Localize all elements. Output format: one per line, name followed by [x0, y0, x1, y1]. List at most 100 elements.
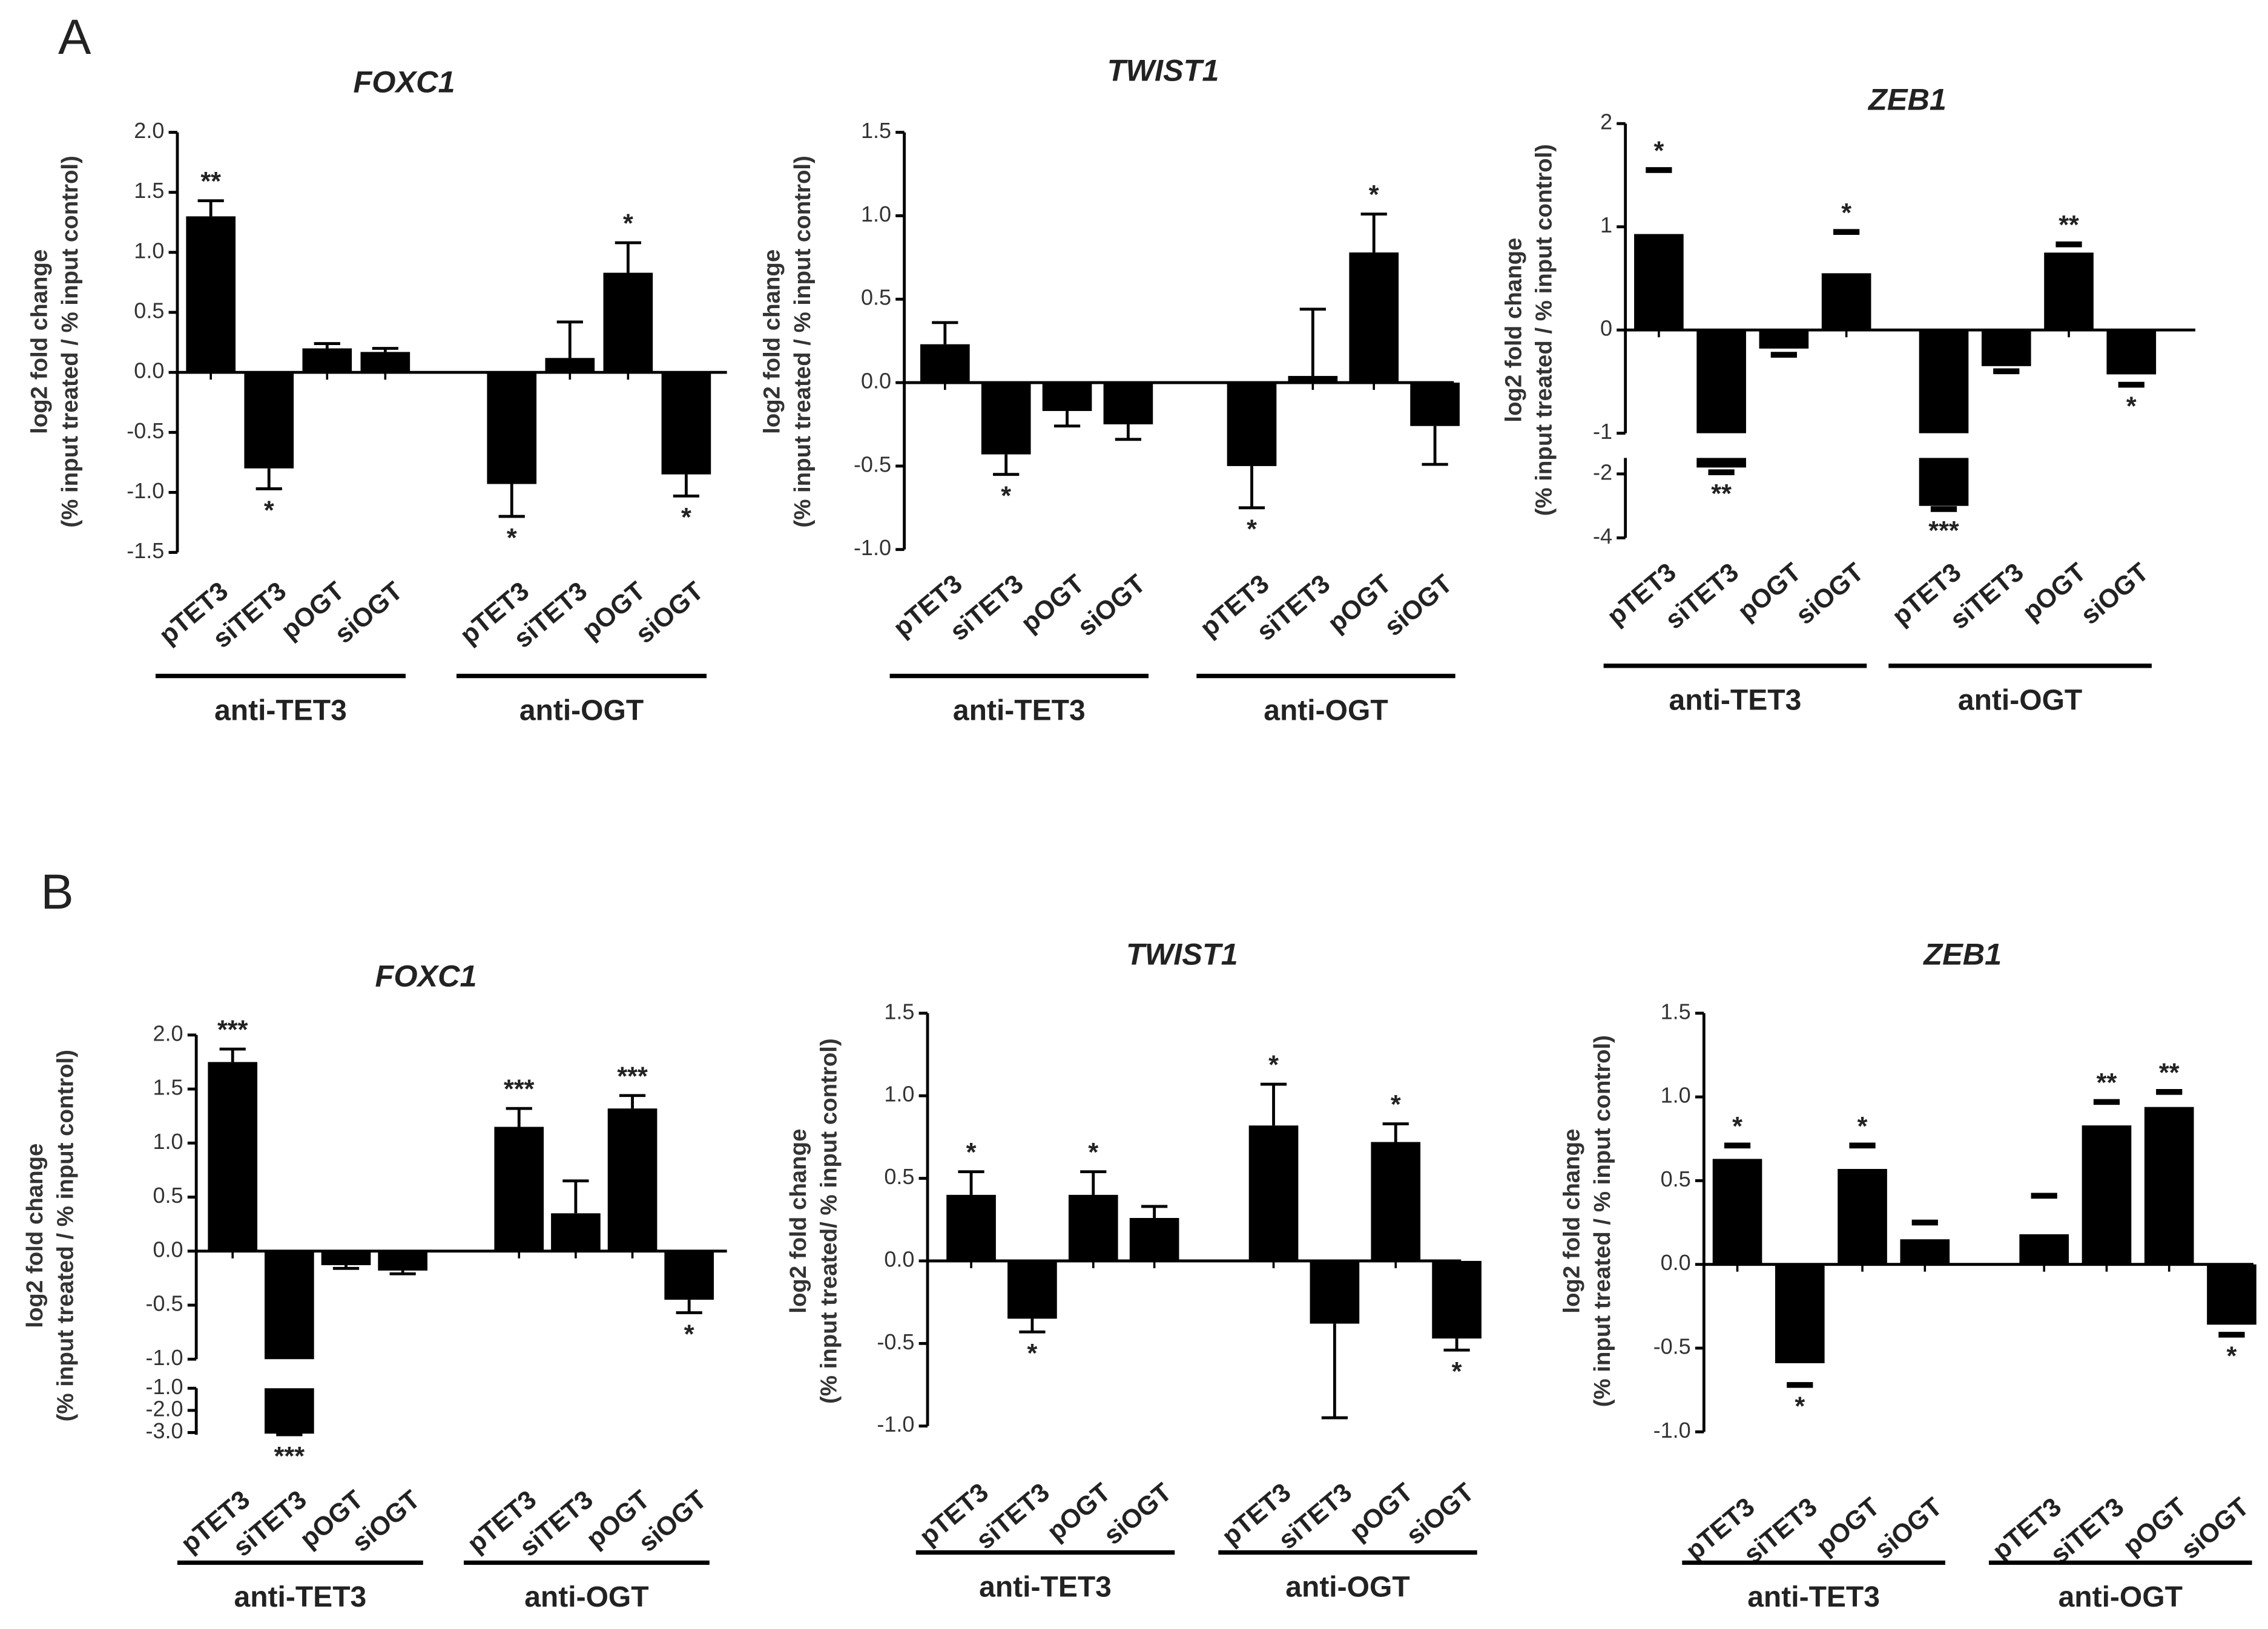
y-tick-label: 1.5: [153, 1075, 183, 1100]
error-bar: [1360, 212, 1387, 253]
bar: [1838, 1169, 1887, 1265]
bar: [2144, 1107, 2194, 1265]
y-tick-label: 1.0: [884, 1082, 914, 1107]
chart-title: ZEB1: [1867, 82, 1947, 116]
error-bar: [372, 347, 398, 352]
error-bar: [197, 199, 224, 217]
error-bar: [556, 320, 583, 358]
bar: [1981, 330, 2031, 366]
significance-label: *: [507, 524, 517, 553]
y-tick-label: -4: [1593, 524, 1612, 548]
y-axis-label: (% input treated / % input control): [57, 156, 83, 527]
bar: [1900, 1239, 1950, 1265]
bar: [208, 1062, 258, 1251]
group-label: anti-OGT: [519, 694, 644, 726]
error-bar: [1382, 1122, 1409, 1142]
bar: [487, 372, 537, 484]
significance-label: **: [2159, 1058, 2180, 1087]
error-bar: [615, 241, 641, 273]
significance-label: **: [200, 167, 221, 196]
bar: [1634, 234, 1684, 331]
bar: [661, 372, 711, 475]
y-axis-label: log2 fold change: [785, 1129, 811, 1314]
y-tick-label: -0.5: [854, 452, 891, 476]
x-tick-label: siOGT: [1379, 569, 1458, 642]
error-bar: [1141, 1205, 1168, 1219]
y-tick-label: 0.0: [861, 369, 891, 393]
error-bar: [332, 1265, 360, 1270]
bar: [2044, 252, 2094, 331]
x-tick-label: pOGT: [2118, 1492, 2192, 1561]
y-tick-label: -1.5: [127, 538, 164, 563]
x-tick-label: siOGT: [1869, 1492, 1948, 1565]
bar: [494, 1127, 544, 1251]
chart: FOXC1 log2 fold change (% input treated / …: [26, 65, 727, 726]
y-tick-label: -3.0: [146, 1418, 183, 1443]
bar: [186, 216, 236, 373]
significance-label: *: [1795, 1392, 1805, 1421]
y-axis-label: (% input treated / % input control): [790, 156, 816, 527]
significance-label: *: [1732, 1112, 1742, 1141]
y-tick-label: 1.5: [884, 999, 914, 1024]
y-tick-label: 0.5: [861, 285, 891, 310]
error-bar: [1053, 410, 1081, 428]
bar: [321, 1251, 371, 1265]
significance-label: *: [1452, 1357, 1462, 1386]
bar: [1432, 1260, 1482, 1339]
significance-label: ***: [504, 1075, 535, 1104]
bar: [1919, 330, 1969, 433]
y-tick-label: -1.0: [146, 1374, 183, 1399]
y-tick-label: -1.0: [146, 1345, 183, 1370]
significance-label: ***: [274, 1442, 305, 1471]
bar: [2207, 1264, 2256, 1325]
bar: [2082, 1125, 2132, 1265]
significance-label: ***: [617, 1062, 648, 1091]
error-bar: [562, 1179, 589, 1214]
significance-label: *: [1001, 482, 1011, 511]
error-bar: [1321, 1323, 1348, 1420]
bar: [1759, 330, 1809, 349]
y-axis-label: log2 fold change: [759, 249, 785, 434]
bar: [664, 1251, 714, 1300]
bar: [1068, 1194, 1118, 1261]
bar: [1227, 383, 1277, 466]
x-tick-label: siOGT: [2176, 1492, 2255, 1565]
bar: [1821, 273, 1871, 331]
chart: FOXC1 log2 fold change (% input treated / …: [22, 958, 727, 1613]
bar: [1349, 252, 1399, 383]
significance-label: *: [623, 209, 633, 239]
y-tick-label: 1.5: [1661, 999, 1691, 1024]
y-tick-label: 0.0: [884, 1246, 914, 1271]
error-bar: [1115, 424, 1142, 441]
y-tick-label: 0.0: [153, 1237, 183, 1262]
significance-label: **: [2097, 1068, 2117, 1098]
bar: [1310, 1260, 1360, 1324]
error-bar: [314, 342, 340, 349]
y-axis-label: (% input treated / % input control): [53, 1050, 79, 1421]
significance-label: *: [1268, 1051, 1279, 1080]
group-label: anti-OGT: [1285, 1571, 1409, 1603]
bar: [1007, 1260, 1057, 1319]
error-bar: [958, 1170, 984, 1195]
chart-title: ZEB1: [1922, 936, 2002, 971]
significance-label: **: [2059, 211, 2079, 240]
chart-title: FOXC1: [375, 958, 477, 993]
significance-label: *: [264, 496, 274, 525]
bar: [1775, 1264, 1825, 1363]
bar: [920, 344, 970, 383]
bar: [265, 1251, 314, 1360]
y-axis-label: log2 fold change: [1500, 238, 1526, 423]
significance-label: **: [1711, 479, 1732, 508]
significance-label: *: [1369, 180, 1379, 209]
y-tick-label: 2.0: [153, 1021, 183, 1045]
bar: [2019, 1234, 2069, 1265]
y-tick-label: 1: [1600, 212, 1612, 237]
y-tick-label: -0.5: [127, 418, 164, 443]
y-tick-label: -1.0: [854, 535, 891, 560]
group-label: anti-OGT: [2059, 1581, 2183, 1613]
chart: ZEB1 log2 fold change (% input treated / %…: [1500, 82, 2195, 717]
significance-label: *: [2126, 392, 2137, 421]
y-tick-label: -1.0: [127, 478, 164, 503]
y-tick-label: -2.0: [146, 1396, 183, 1421]
bar: [1410, 383, 1460, 426]
